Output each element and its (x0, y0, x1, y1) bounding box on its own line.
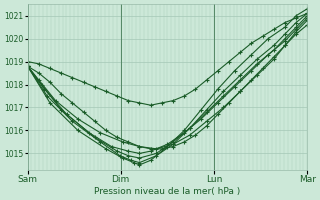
X-axis label: Pression niveau de la mer( hPa ): Pression niveau de la mer( hPa ) (94, 187, 241, 196)
